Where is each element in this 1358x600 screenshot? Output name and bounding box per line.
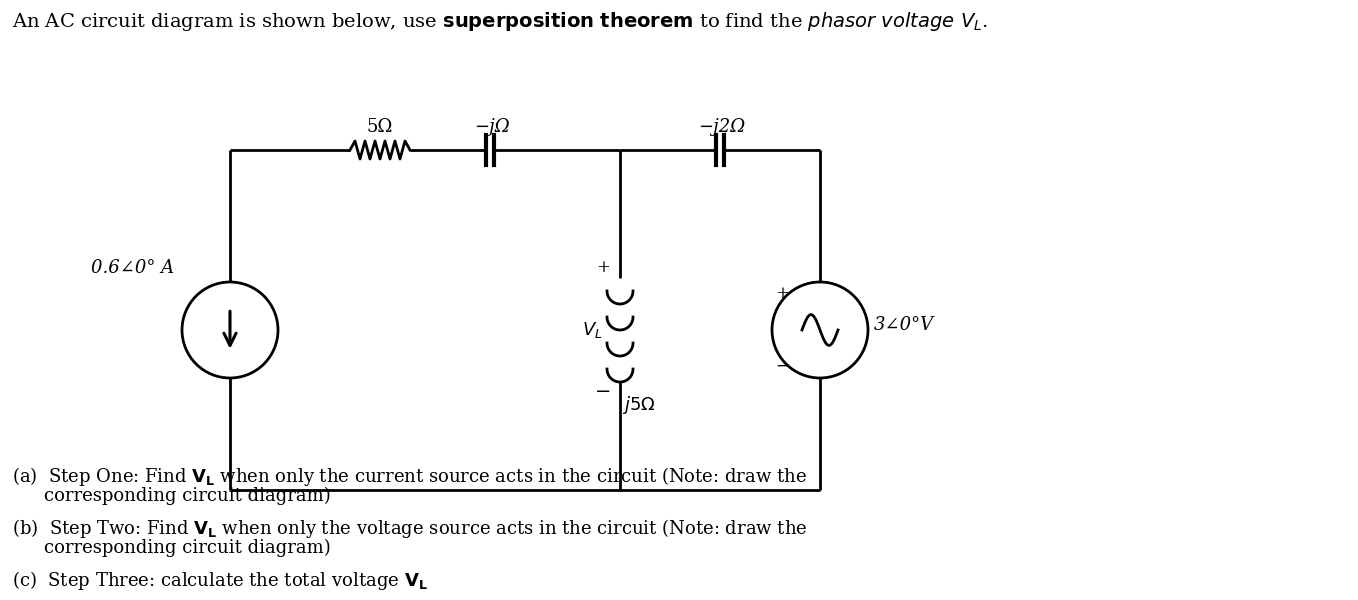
Text: (a)  Step One: Find $\mathbf{V_L}$ when only the current source acts in the circ: (a) Step One: Find $\mathbf{V_L}$ when o… [12,465,807,488]
Text: corresponding circuit diagram): corresponding circuit diagram) [43,487,331,505]
Text: (c)  Step Three: calculate the total voltage $\mathbf{V_L}$: (c) Step Three: calculate the total volt… [12,569,428,592]
Text: 5Ω: 5Ω [367,118,394,136]
Text: −: − [595,383,611,401]
Text: $V_L$: $V_L$ [583,320,603,340]
Text: 3∠0°V: 3∠0°V [875,316,934,334]
Text: +: + [596,259,610,277]
Text: corresponding circuit diagram): corresponding circuit diagram) [43,539,331,557]
Text: An AC circuit diagram is shown below, use $\mathbf{superposition\ theorem}$ to f: An AC circuit diagram is shown below, us… [12,10,989,33]
Text: 0.6∠0° A: 0.6∠0° A [91,259,174,277]
Text: $j5\Omega$: $j5\Omega$ [622,394,656,416]
Text: (b)  Step Two: Find $\mathbf{V_L}$ when only the voltage source acts in the circ: (b) Step Two: Find $\mathbf{V_L}$ when o… [12,517,808,540]
Text: +: + [775,286,789,302]
Text: −: − [775,358,789,374]
Text: −jΩ: −jΩ [474,118,509,136]
Text: −j2Ω: −j2Ω [698,118,746,136]
